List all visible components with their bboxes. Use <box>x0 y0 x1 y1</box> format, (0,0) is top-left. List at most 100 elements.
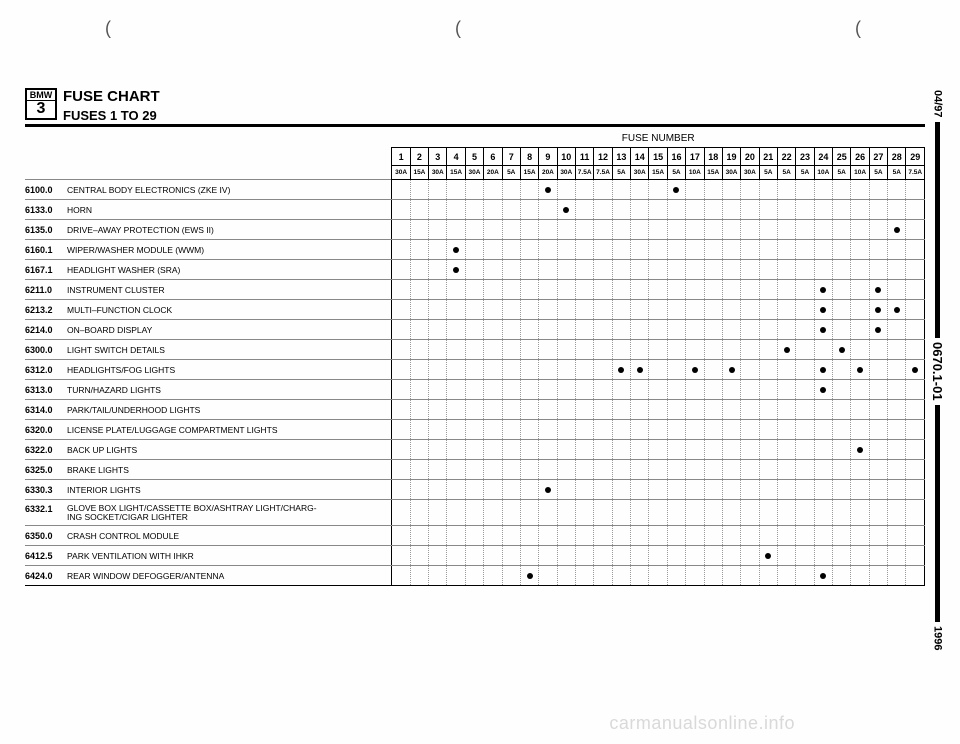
dot-icon <box>545 187 551 193</box>
fuse-cell <box>722 526 740 546</box>
fuse-cell <box>502 200 520 220</box>
fuse-cell <box>741 380 759 400</box>
fuse-cell <box>594 220 612 240</box>
table-row: 6214.0ON–BOARD DISPLAY <box>25 320 925 340</box>
fuse-cell <box>906 480 925 500</box>
table-row: 6133.0HORN <box>25 200 925 220</box>
fuse-cell <box>557 566 575 586</box>
fuse-cell <box>520 340 538 360</box>
fuse-cell <box>777 440 795 460</box>
fuse-cell <box>814 480 832 500</box>
fuse-cell <box>502 420 520 440</box>
fuse-cell <box>649 280 667 300</box>
fuse-cell <box>777 546 795 566</box>
fuse-cell <box>777 360 795 380</box>
fuse-cell <box>686 440 704 460</box>
fuse-cell <box>392 200 410 220</box>
fuse-cell <box>851 300 869 320</box>
fuse-cell <box>631 340 649 360</box>
fuse-cell <box>612 400 630 420</box>
dot-icon <box>875 307 881 313</box>
dot-icon <box>894 307 900 313</box>
fuse-cell <box>520 460 538 480</box>
side-year: 1996 <box>932 626 944 650</box>
fuse-cell <box>410 200 428 220</box>
fuse-cell <box>796 526 814 546</box>
fuse-cell <box>814 220 832 240</box>
fuse-col-amp: 5A <box>833 166 851 180</box>
fuse-cell <box>796 400 814 420</box>
fuse-cell <box>704 440 722 460</box>
fuse-cell <box>429 180 447 200</box>
fuse-col-num: 22 <box>777 148 795 166</box>
row-label: 6135.0DRIVE–AWAY PROTECTION (EWS II) <box>25 220 392 240</box>
fuse-cell <box>667 360 685 380</box>
row-label: 6214.0ON–BOARD DISPLAY <box>25 320 392 340</box>
fuse-cell <box>741 526 759 546</box>
fuse-cell <box>833 460 851 480</box>
fuse-cell <box>686 460 704 480</box>
fuse-cell <box>851 526 869 546</box>
fuse-cell <box>796 546 814 566</box>
fuse-cell <box>906 360 925 380</box>
fuse-cell <box>741 280 759 300</box>
fuse-cell <box>502 180 520 200</box>
fuse-cell <box>667 400 685 420</box>
fuse-cell <box>869 566 887 586</box>
fuse-cell <box>465 280 483 300</box>
fuse-cell <box>833 360 851 380</box>
fuse-cell <box>704 400 722 420</box>
fuse-cell <box>594 500 612 526</box>
fuse-cell <box>557 220 575 240</box>
fuse-col-num: 14 <box>631 148 649 166</box>
fuse-cell <box>575 280 593 300</box>
dot-icon <box>820 307 826 313</box>
fuse-cell <box>851 220 869 240</box>
dot-icon <box>545 487 551 493</box>
fuse-cell <box>722 440 740 460</box>
fuse-cell <box>612 340 630 360</box>
fuse-cell <box>557 526 575 546</box>
fuse-cell <box>869 280 887 300</box>
fuse-cell <box>833 180 851 200</box>
fuse-cell <box>796 240 814 260</box>
dot-icon <box>820 367 826 373</box>
fuse-cell <box>594 480 612 500</box>
fuse-cell <box>612 500 630 526</box>
fuse-cell <box>833 440 851 460</box>
fuse-cell <box>465 180 483 200</box>
fuse-cell <box>557 400 575 420</box>
fuse-cell <box>447 260 465 280</box>
fuse-cell <box>833 300 851 320</box>
fuse-col-num: 15 <box>649 148 667 166</box>
fuse-cell <box>575 240 593 260</box>
row-label: 6213.2MULTI–FUNCTION CLOCK <box>25 300 392 320</box>
fuse-cell <box>612 220 630 240</box>
fuse-cell <box>410 460 428 480</box>
table-row: 6424.0REAR WINDOW DEFOGGER/ANTENNA <box>25 566 925 586</box>
fuse-cell <box>557 180 575 200</box>
fuse-cell <box>869 420 887 440</box>
fuse-cell <box>447 460 465 480</box>
fuse-cell <box>814 180 832 200</box>
fuse-cell <box>686 566 704 586</box>
fuse-cell <box>649 200 667 220</box>
fuse-cell <box>686 480 704 500</box>
fuse-cell <box>906 440 925 460</box>
fuse-cell <box>759 380 777 400</box>
table-row: 6350.0CRASH CONTROL MODULE <box>25 526 925 546</box>
dot-icon <box>527 573 533 579</box>
fuse-cell <box>888 240 906 260</box>
fuse-cell <box>833 400 851 420</box>
fuse-cell <box>741 200 759 220</box>
fuse-cell <box>796 440 814 460</box>
fuse-cell <box>631 240 649 260</box>
fuse-cell <box>667 320 685 340</box>
fuse-cell <box>612 240 630 260</box>
fuse-cell <box>649 500 667 526</box>
fuse-cell <box>814 400 832 420</box>
fuse-cell <box>667 180 685 200</box>
fuse-cell <box>502 240 520 260</box>
fuse-cell <box>465 440 483 460</box>
fuse-cell <box>869 240 887 260</box>
